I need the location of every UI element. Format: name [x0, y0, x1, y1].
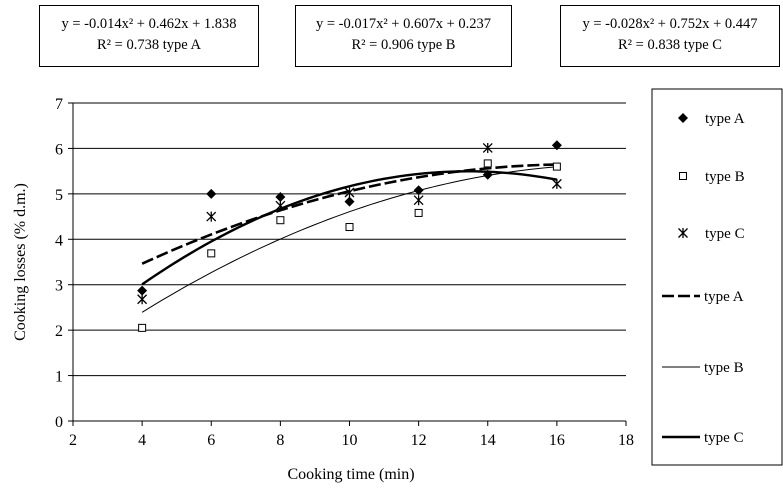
data-point-type-C	[413, 195, 424, 206]
legend-label: type C	[705, 226, 745, 242]
r-squared-type-a: R² = 0.738 type A	[97, 37, 201, 53]
legend-label: type C	[704, 430, 744, 446]
data-point-type-B	[552, 162, 561, 171]
trendline-type-A	[141, 163, 557, 265]
equation-box-type-c: y = -0.028x² + 0.752x + 0.447 R² = 0.838…	[560, 5, 780, 67]
y-tick-label: 0	[55, 414, 63, 431]
y-tick-label: 6	[55, 141, 63, 158]
x-tick-label: 12	[411, 432, 427, 449]
equation-type-a: y = -0.014x² + 0.462x + 1.838	[61, 16, 237, 32]
x-tick-label: 4	[138, 432, 146, 449]
legend-marker-type-A	[678, 113, 688, 123]
y-tick-label: 7	[55, 96, 63, 113]
r-squared-type-c: R² = 0.838 type C	[618, 37, 722, 53]
x-tick-label: 14	[480, 432, 496, 449]
x-tick-label: 2	[69, 432, 77, 449]
x-tick-label: 18	[618, 432, 634, 449]
y-axis-title: Cooking losses (% d.m.)	[12, 183, 29, 341]
y-tick-label: 3	[55, 278, 63, 295]
legend: type A type B type C type A type B type C	[651, 88, 783, 466]
data-point-type-A	[206, 188, 217, 199]
legend-label: type B	[705, 169, 745, 185]
data-point-type-A	[482, 169, 493, 180]
y-tick-label: 5	[55, 187, 63, 204]
equation-box-type-a: y = -0.014x² + 0.462x + 1.838 R² = 0.738…	[39, 5, 259, 67]
data-point-type-B	[207, 249, 216, 258]
r-squared-type-b: R² = 0.906 type B	[351, 37, 456, 53]
equation-box-type-b: y = -0.017x² + 0.607x + 0.237 R² = 0.906…	[295, 5, 512, 67]
data-point-type-A	[344, 196, 355, 207]
y-tick-label: 1	[55, 369, 63, 386]
data-point-type-A	[413, 185, 424, 196]
x-tick-label: 6	[207, 432, 215, 449]
x-tick-label: 16	[549, 432, 565, 449]
legend-marker-type-B	[679, 172, 687, 180]
data-point-type-B	[414, 208, 423, 217]
gridlines	[73, 102, 626, 377]
data-point-type-C	[482, 142, 493, 153]
data-points	[137, 140, 562, 332]
legend-marker-type-C	[678, 228, 688, 238]
data-point-type-A	[137, 285, 148, 296]
x-tick-label: 8	[276, 432, 284, 449]
legend-label: type A	[704, 289, 744, 305]
equation-type-b: y = -0.017x² + 0.607x + 0.237	[315, 16, 492, 32]
axes	[68, 102, 627, 426]
y-tick-label: 2	[55, 323, 63, 340]
data-point-type-C	[275, 200, 286, 211]
data-point-type-C	[551, 178, 562, 189]
trendlines	[141, 163, 558, 313]
data-point-type-C	[206, 211, 217, 222]
x-axis-title: Cooking time (min)	[287, 466, 414, 483]
legend-frame	[651, 88, 783, 466]
data-point-type-C	[344, 187, 355, 198]
data-point-type-A	[275, 192, 286, 203]
legend-label: type A	[705, 111, 745, 127]
data-point-type-C	[137, 294, 148, 305]
data-point-type-B	[138, 323, 147, 332]
y-tick-label: 4	[55, 232, 63, 249]
data-point-type-B	[345, 223, 354, 232]
data-point-type-A	[551, 140, 562, 151]
equation-type-c: y = -0.028x² + 0.752x + 0.447	[582, 16, 758, 32]
legend-label: type B	[704, 360, 744, 376]
data-point-type-B	[276, 216, 285, 225]
data-point-type-B	[483, 159, 492, 168]
x-tick-label: 10	[342, 432, 358, 449]
